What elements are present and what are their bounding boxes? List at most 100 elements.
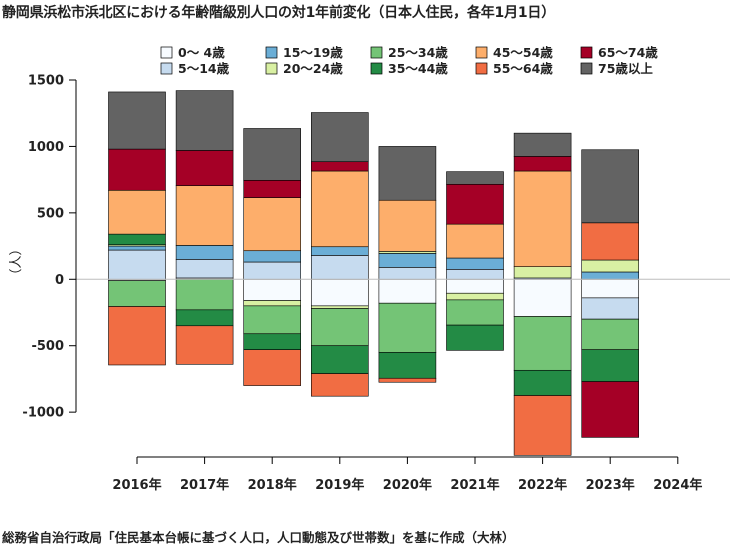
bar-segment (513, 395, 572, 456)
x-tick-label: 2018年 (248, 477, 297, 493)
bar-segment (310, 112, 369, 163)
chart-title: 静岡県浜松市浜北区における年齢階級別人口の対1年前変化（日本人住民，各年1月1日… (2, 5, 556, 21)
bar-segment (310, 246, 369, 256)
bar-segment (513, 316, 572, 371)
x-tick-label: 2022年 (518, 477, 567, 493)
x-tick-label: 2020年 (383, 477, 432, 493)
legend-swatch (265, 62, 278, 75)
bar-segment (581, 259, 640, 273)
bar-segment (243, 333, 301, 350)
bar-segment (243, 128, 301, 181)
bar-segment (446, 183, 504, 225)
y-tick-label: 500 (37, 206, 64, 221)
bar-segment (175, 278, 234, 311)
bar-segment (378, 278, 437, 304)
axes-group: -1000 -500 0 500 1000 1500 2016年 2017年 2018年 2019… (22, 74, 730, 493)
bar-segment (581, 222, 640, 261)
bar-segment (243, 261, 301, 280)
y-tick-label: 0 (55, 273, 64, 288)
bar-segment (446, 223, 504, 259)
bar-segment (243, 300, 301, 307)
legend-swatch (160, 46, 173, 59)
bar-segment (513, 278, 572, 317)
bar-segment (378, 199, 437, 252)
legend-label: 45～54歳 (493, 45, 553, 60)
y-axis-title: （人） (9, 242, 24, 281)
legend-swatch (265, 46, 278, 59)
bar-segment (310, 308, 369, 347)
bar-segment (175, 325, 234, 365)
legend-label: 25～34歳 (388, 45, 448, 60)
bar-segment (581, 318, 640, 350)
bar-segment (310, 170, 369, 248)
bar-segment (175, 245, 234, 260)
bar-segment (108, 233, 166, 246)
legend-label: 5～14歳 (178, 61, 230, 76)
bar-segment (108, 245, 166, 251)
bar-segment (310, 278, 369, 307)
bar-segment (581, 149, 640, 224)
bar-segment (243, 180, 301, 198)
bar-segment (175, 185, 234, 246)
y-tick-label: 1000 (28, 140, 64, 155)
bar-segment (446, 257, 504, 270)
bar-segment (581, 297, 640, 320)
bar-segment (513, 132, 572, 157)
bar-segment (378, 253, 437, 268)
bar-segment (243, 278, 301, 301)
bar-segment (175, 150, 234, 186)
bar-segment (310, 373, 369, 397)
bar-segment (378, 267, 437, 280)
bar-segment (175, 90, 234, 151)
legend-label: 20～24歳 (283, 61, 343, 76)
bar-segment (513, 266, 572, 279)
bar-segment (243, 349, 301, 386)
bar-segment (243, 197, 301, 252)
bar-segment (108, 148, 166, 191)
bar-segment (378, 377, 437, 383)
legend-swatch (475, 62, 488, 75)
bar-segment (108, 306, 166, 366)
bar-segment (243, 305, 301, 335)
legend-label: 0～ 4歳 (178, 45, 225, 60)
legend-swatch (475, 46, 488, 59)
bar-segment (581, 381, 640, 438)
bar-segment (581, 349, 640, 382)
bar-segment (446, 292, 504, 301)
bar-segment (310, 161, 369, 172)
y-tick-label: -500 (31, 339, 64, 354)
bar-segment (446, 269, 504, 280)
bar-segment (108, 280, 166, 307)
bar-segment (581, 278, 640, 299)
bar-segment (108, 249, 166, 280)
bar-segment (378, 302, 437, 353)
bar-segment (446, 299, 504, 326)
bar-segment (378, 146, 437, 201)
bar-segment (446, 171, 504, 185)
bar-segment (175, 309, 234, 327)
x-tick-label: 2024年 (653, 477, 702, 493)
bar-segment (513, 369, 572, 396)
bar-segment (310, 305, 369, 309)
x-tick-label: 2023年 (586, 477, 635, 493)
bar-segment (378, 352, 437, 379)
legend-label: 75歳以上 (598, 61, 653, 76)
bar-segment (446, 324, 504, 351)
legend-label: 65～74歳 (598, 45, 658, 60)
bar-segment (581, 271, 640, 280)
legend-swatch (580, 46, 593, 59)
bar-segment (446, 278, 504, 294)
x-tick-label: 2016年 (112, 477, 161, 493)
source-note: 総務省自治行政局「住民基本台帳に基づく人口，人口動態及び世帯数」を基に作成（大林… (2, 530, 515, 545)
bar-segment (310, 255, 369, 280)
bars-group (108, 90, 640, 456)
x-tick-label: 2019年 (315, 477, 364, 493)
legend-swatch (370, 46, 383, 59)
bar-segment (513, 170, 572, 267)
legend-swatch (370, 62, 383, 75)
bar-segment (175, 259, 234, 279)
x-tick-label: 2017年 (180, 477, 229, 493)
legend-swatch (160, 62, 173, 75)
